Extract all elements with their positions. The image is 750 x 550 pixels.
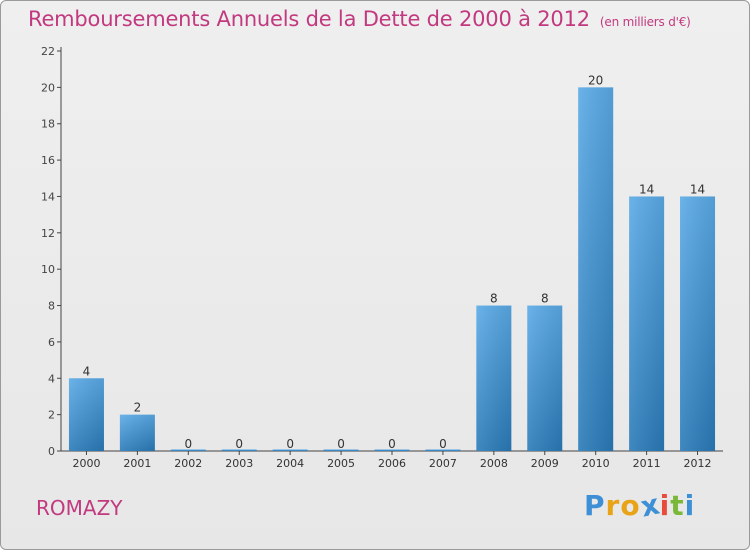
chart-title: Remboursements Annuels de la Dette de 20…	[28, 7, 691, 31]
bar-2007	[425, 449, 461, 451]
data-label: 8	[490, 292, 498, 306]
y-tick-label: 12	[41, 227, 55, 240]
bar-shade-2010	[578, 87, 614, 451]
data-label: 0	[235, 437, 243, 451]
x-tick-label: 2007	[429, 457, 457, 470]
bar-shade-2011	[629, 196, 665, 451]
bar-2003	[221, 449, 257, 451]
data-label: 4	[83, 364, 91, 378]
x-tick-label: 2012	[684, 457, 712, 470]
x-tick-label: 2001	[123, 457, 151, 470]
x-tick-label: 2000	[72, 457, 100, 470]
y-tick-label: 10	[41, 263, 55, 276]
x-tick-label: 2010	[582, 457, 610, 470]
bar-2005	[323, 449, 359, 451]
bar-2002	[170, 449, 206, 451]
x-tick-label: 2004	[276, 457, 304, 470]
data-label: 20	[588, 73, 603, 87]
logo-letter: o	[620, 489, 641, 522]
x-tick-label: 2002	[174, 457, 202, 470]
commune-name: ROMAZY	[36, 496, 123, 520]
data-label: 14	[690, 182, 705, 196]
y-tick-label: 16	[41, 154, 55, 167]
proxiti-logo[interactable]: Proxiti	[584, 487, 696, 523]
y-tick-label: 4	[48, 372, 55, 385]
data-label: 8	[541, 292, 549, 306]
y-tick-label: 14	[41, 190, 55, 203]
chart-subtitle: (en milliers d'€)	[599, 15, 691, 29]
data-label: 0	[439, 437, 447, 451]
chart-title-text: Remboursements Annuels de la Dette de 20…	[28, 7, 590, 31]
logo-letter: i	[659, 489, 671, 522]
x-tick-label: 2011	[633, 457, 661, 470]
x-tick-label: 2009	[531, 457, 559, 470]
y-tick-label: 18	[41, 118, 55, 131]
x-tick-label: 2003	[225, 457, 253, 470]
logo-letter: r	[605, 489, 621, 522]
bar-shade-2008	[476, 305, 512, 451]
logo-letter: P	[584, 489, 606, 522]
bar-shade-2001	[119, 414, 155, 451]
y-tick-label: 6	[48, 336, 55, 349]
bar-shade-2012	[680, 196, 716, 451]
bar-2004	[272, 449, 308, 451]
x-tick-label: 2005	[327, 457, 355, 470]
data-label: 2	[134, 401, 142, 415]
data-label: 0	[337, 437, 345, 451]
y-tick-label: 22	[41, 45, 55, 58]
y-tick-label: 20	[41, 81, 55, 94]
chart-bars	[68, 87, 716, 451]
data-label: 14	[639, 182, 654, 196]
bar-shade-2009	[527, 305, 563, 451]
data-label: 0	[286, 437, 294, 451]
logo-letter: i	[684, 489, 696, 522]
x-tick-label: 2006	[378, 457, 406, 470]
logo-letter: t	[670, 489, 685, 522]
data-label: 0	[388, 437, 396, 451]
bar-2006	[374, 449, 410, 451]
x-tick-label: 2008	[480, 457, 508, 470]
y-tick-label: 0	[48, 445, 55, 458]
y-tick-label: 2	[48, 409, 55, 422]
data-label: 0	[184, 437, 192, 451]
y-tick-label: 8	[48, 300, 55, 313]
bar-shade-2000	[68, 378, 104, 451]
